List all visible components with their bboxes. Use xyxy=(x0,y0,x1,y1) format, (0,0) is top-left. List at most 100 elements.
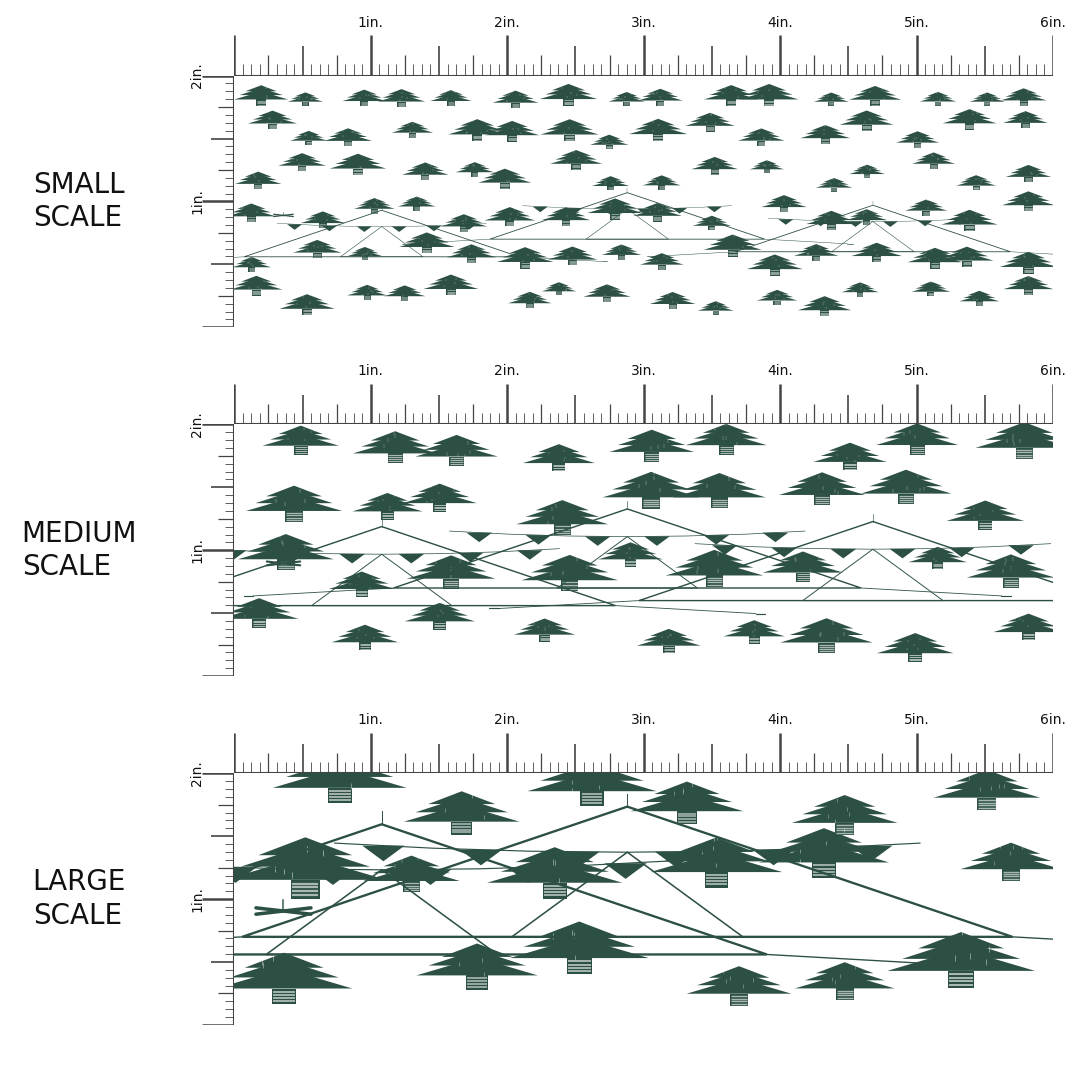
Polygon shape xyxy=(913,251,957,258)
Polygon shape xyxy=(686,433,767,445)
Polygon shape xyxy=(596,178,625,183)
Polygon shape xyxy=(812,863,836,878)
Polygon shape xyxy=(905,132,930,136)
Polygon shape xyxy=(633,208,681,216)
Polygon shape xyxy=(355,285,379,289)
Polygon shape xyxy=(629,125,687,134)
Polygon shape xyxy=(954,109,985,116)
Polygon shape xyxy=(295,93,315,96)
Polygon shape xyxy=(728,249,738,257)
Polygon shape xyxy=(747,261,802,269)
Polygon shape xyxy=(610,244,633,248)
Polygon shape xyxy=(975,301,983,306)
Polygon shape xyxy=(527,772,657,792)
Text: 5in.: 5in. xyxy=(904,15,930,29)
Polygon shape xyxy=(565,135,575,141)
Polygon shape xyxy=(230,282,283,289)
Polygon shape xyxy=(687,978,792,994)
Polygon shape xyxy=(459,164,490,170)
Polygon shape xyxy=(252,619,266,627)
Polygon shape xyxy=(447,100,455,106)
Polygon shape xyxy=(241,257,262,261)
Polygon shape xyxy=(540,91,597,99)
Text: 3in.: 3in. xyxy=(631,713,657,727)
Polygon shape xyxy=(764,170,770,173)
Polygon shape xyxy=(618,255,625,259)
Polygon shape xyxy=(905,204,947,211)
Polygon shape xyxy=(294,133,324,137)
Polygon shape xyxy=(766,198,802,203)
Polygon shape xyxy=(705,576,724,586)
Polygon shape xyxy=(921,546,955,553)
Polygon shape xyxy=(643,179,680,186)
Polygon shape xyxy=(508,297,552,303)
Polygon shape xyxy=(813,220,828,226)
Polygon shape xyxy=(818,94,846,99)
Polygon shape xyxy=(361,102,368,106)
Polygon shape xyxy=(396,124,429,130)
Polygon shape xyxy=(888,949,1035,971)
Polygon shape xyxy=(902,940,1021,959)
Polygon shape xyxy=(849,168,885,174)
Polygon shape xyxy=(772,835,876,852)
Polygon shape xyxy=(1014,276,1043,282)
Polygon shape xyxy=(540,764,644,781)
Polygon shape xyxy=(786,828,862,842)
Polygon shape xyxy=(705,301,726,306)
Polygon shape xyxy=(228,603,291,612)
Polygon shape xyxy=(240,89,283,95)
Polygon shape xyxy=(686,550,743,561)
Polygon shape xyxy=(378,95,426,102)
Polygon shape xyxy=(691,162,738,170)
Polygon shape xyxy=(328,579,395,589)
Polygon shape xyxy=(472,134,483,141)
Polygon shape xyxy=(406,165,444,171)
Polygon shape xyxy=(856,164,877,168)
Polygon shape xyxy=(1024,177,1032,183)
Polygon shape xyxy=(497,93,534,99)
Polygon shape xyxy=(235,177,282,184)
Text: 6in.: 6in. xyxy=(1040,713,1066,727)
Polygon shape xyxy=(454,122,500,130)
Polygon shape xyxy=(280,300,335,309)
Polygon shape xyxy=(443,579,459,589)
Polygon shape xyxy=(427,226,442,231)
Polygon shape xyxy=(227,210,275,216)
Polygon shape xyxy=(298,131,320,135)
Polygon shape xyxy=(392,126,433,133)
Polygon shape xyxy=(403,492,476,503)
Polygon shape xyxy=(946,249,988,256)
Polygon shape xyxy=(409,869,451,885)
Polygon shape xyxy=(363,198,387,203)
Polygon shape xyxy=(814,96,849,102)
Polygon shape xyxy=(616,92,637,96)
Polygon shape xyxy=(930,262,940,269)
Polygon shape xyxy=(762,532,788,542)
Polygon shape xyxy=(288,153,316,159)
Polygon shape xyxy=(429,950,526,966)
Polygon shape xyxy=(812,256,820,261)
Polygon shape xyxy=(426,555,477,565)
Polygon shape xyxy=(1012,252,1045,258)
Polygon shape xyxy=(397,102,406,107)
Polygon shape xyxy=(460,227,468,232)
Polygon shape xyxy=(510,937,649,958)
Polygon shape xyxy=(353,441,437,454)
Text: 3in.: 3in. xyxy=(631,15,657,29)
Polygon shape xyxy=(654,782,719,794)
Polygon shape xyxy=(809,296,840,302)
Polygon shape xyxy=(642,119,675,125)
Polygon shape xyxy=(423,281,478,289)
Polygon shape xyxy=(642,787,732,802)
Polygon shape xyxy=(750,164,784,170)
Polygon shape xyxy=(430,95,472,100)
Polygon shape xyxy=(623,472,679,483)
Polygon shape xyxy=(673,484,766,498)
Polygon shape xyxy=(546,122,593,130)
Text: 5in.: 5in. xyxy=(904,713,930,727)
Text: 2in.: 2in. xyxy=(495,364,521,378)
Polygon shape xyxy=(237,259,267,265)
Polygon shape xyxy=(761,292,794,297)
Polygon shape xyxy=(549,282,569,286)
Polygon shape xyxy=(220,550,246,559)
